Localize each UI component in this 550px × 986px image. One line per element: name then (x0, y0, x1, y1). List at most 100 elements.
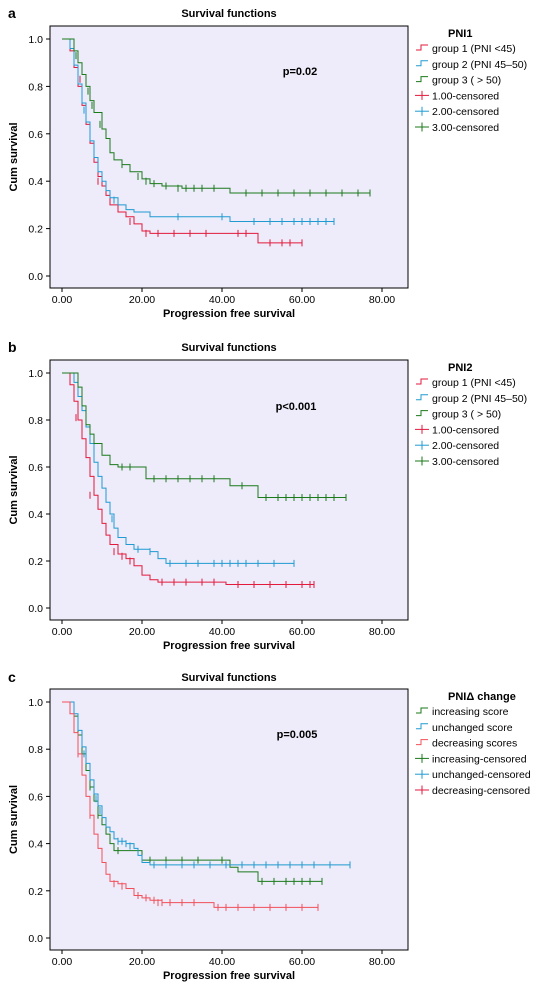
legend-label: decreasing-censored (432, 785, 530, 797)
x-tick-label: 80.00 (369, 626, 395, 638)
x-tick-label: 60.00 (289, 294, 315, 306)
chart-title: Survival functions (181, 342, 276, 354)
panel-letter: c (8, 669, 16, 685)
panel-letter: a (8, 5, 16, 21)
x-tick-label: 0.00 (52, 626, 73, 638)
x-tick-label: 60.00 (289, 956, 315, 968)
x-tick-label: 80.00 (369, 294, 395, 306)
legend-label: group 2 (PNI 45–50) (432, 59, 527, 71)
legend-step-line (416, 410, 428, 417)
chart-panel-c: c Survival functions 0.0 0.2 0.4 0.6 0.8 1.0 0.0… (8, 669, 531, 982)
legend-censor-symbol (415, 785, 429, 795)
legend-title: PNI2 (448, 362, 472, 374)
legend-step-symbol (416, 76, 428, 83)
legend: PNI2 group 1 (PNI <45) group 2 (PNI 45–50)… (415, 362, 527, 468)
survival-curve-2 (62, 38, 334, 222)
legend-step-line (416, 76, 428, 83)
legend-step-line (416, 707, 428, 714)
p-value-annotation: p=0.005 (277, 729, 318, 741)
legend-censor-symbol (415, 456, 429, 466)
survival-curve-3 (62, 372, 346, 499)
legend: PNI1 group 1 (PNI <45) group 2 (PNI 45–50)… (415, 28, 527, 134)
p-value-annotation: p<0.001 (276, 401, 317, 413)
y-tick-label: 1.0 (28, 368, 43, 380)
legend-step-symbol (416, 60, 428, 67)
survival-curve-2 (62, 701, 350, 866)
legend-step-line (416, 739, 428, 746)
legend-censor-symbol (415, 424, 429, 434)
legend-censor-symbol (415, 90, 429, 100)
y-tick-label: 0.4 (28, 176, 43, 188)
y-tick-label: 0.8 (28, 744, 43, 756)
y-tick-label: 0.6 (28, 129, 43, 141)
y-tick-label: 0.8 (28, 415, 43, 427)
x-tick-label: 40.00 (209, 294, 235, 306)
survival-curve-1 (62, 372, 314, 585)
legend-label: group 1 (PNI <45) (432, 43, 516, 55)
legend-label: unchanged score (432, 722, 513, 734)
legend-step-symbol (416, 723, 428, 730)
legend-step-line (416, 44, 428, 51)
y-tick-label: 0.4 (28, 839, 43, 851)
y-tick-label: 0.8 (28, 81, 43, 93)
legend-label: group 3 ( > 50) (432, 75, 501, 87)
legend-title: PNIΔ change (448, 691, 516, 703)
y-tick-label: 0.6 (28, 462, 43, 474)
y-axis-label: Cum survival (8, 785, 20, 854)
y-tick-label: 0.4 (28, 509, 43, 521)
y-axis-label: Cum survival (8, 122, 20, 191)
p-value-annotation: p=0.02 (283, 66, 318, 78)
legend-step-symbol (416, 394, 428, 401)
legend-censor-symbol (415, 753, 429, 763)
legend-censor-symbol (415, 122, 429, 132)
survival-curve-1 (62, 701, 322, 882)
y-tick-label: 0.2 (28, 224, 43, 236)
chart-panel-a: a Survival functions 0.0 0.2 0.4 0.6 0.8 1.0 0.0… (8, 5, 527, 320)
x-tick-label: 60.00 (289, 626, 315, 638)
y-tick-label: 1.0 (28, 34, 43, 46)
survival-curve-3 (62, 38, 370, 194)
legend-censor-symbol (415, 106, 429, 116)
x-tick-label: 0.00 (52, 294, 73, 306)
x-tick-label: 20.00 (129, 626, 155, 638)
y-tick-label: 0.0 (28, 271, 43, 283)
legend-label: 1.00-censored (432, 90, 499, 102)
survival-curve-3 (62, 701, 318, 908)
y-axis-label: Cum survival (8, 455, 20, 524)
legend-label: group 2 (PNI 45–50) (432, 393, 527, 405)
legend-label: 2.00-censored (432, 106, 499, 118)
x-tick-label: 20.00 (129, 294, 155, 306)
chart-title: Survival functions (181, 8, 276, 20)
legend-label: unchanged-censored (432, 769, 531, 781)
legend-step-line (416, 60, 428, 67)
x-axis-label: Progression free survival (163, 970, 295, 982)
x-axis-label: Progression free survival (163, 308, 295, 320)
legend-step-symbol (416, 378, 428, 385)
y-tick-label: 1.0 (28, 697, 43, 709)
legend-step-symbol (416, 44, 428, 51)
legend-label: decreasing scores (432, 738, 517, 750)
plot-area (49, 25, 409, 289)
legend-step-line (416, 394, 428, 401)
panel-letter: b (8, 339, 17, 355)
legend-label: 1.00-censored (432, 424, 499, 436)
y-tick-label: 0.2 (28, 556, 43, 568)
x-tick-label: 20.00 (129, 956, 155, 968)
y-tick-label: 0.2 (28, 886, 43, 898)
legend-censor-symbol (415, 769, 429, 779)
x-tick-label: 40.00 (209, 956, 235, 968)
x-tick-label: 80.00 (369, 956, 395, 968)
chart-title: Survival functions (181, 672, 276, 684)
legend-step-symbol (416, 707, 428, 714)
chart-panel-b: b Survival functions 0.0 0.2 0.4 0.6 0.8 1.0 0.0… (8, 339, 527, 652)
legend-label: increasing score (432, 706, 509, 718)
x-tick-label: 40.00 (209, 626, 235, 638)
legend-label: group 1 (PNI <45) (432, 377, 516, 389)
y-tick-label: 0.0 (28, 933, 43, 945)
legend-step-line (416, 723, 428, 730)
x-axis-label: Progression free survival (163, 640, 295, 652)
legend: PNIΔ change increasing score unchanged sco… (415, 691, 531, 797)
x-tick-label: 0.00 (52, 956, 73, 968)
legend-title: PNI1 (448, 28, 472, 40)
